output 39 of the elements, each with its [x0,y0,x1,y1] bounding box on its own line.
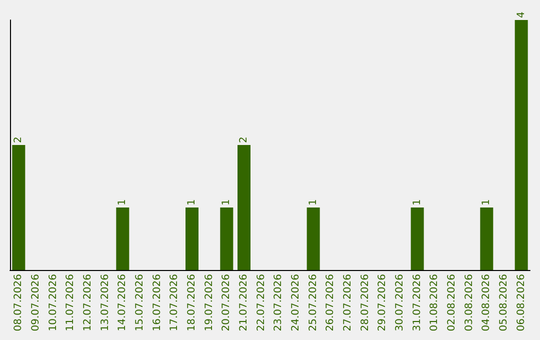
x-tick-label: 26.07.2026 [325,274,336,332]
x-tick-label: 25.07.2026 [308,274,319,332]
x-tick-label: 03.08.2026 [464,274,475,332]
x-tick-label: 23.07.2026 [273,274,284,332]
x-tick-label: 10.07.2026 [48,274,59,332]
x-tick-label: 02.08.2026 [446,274,458,332]
x-tick-label: 31.07.2026 [412,274,423,332]
x-tick-label: 28.07.2026 [360,274,371,332]
x-tick-label: 22.07.2026 [256,274,267,332]
x-tick-label: 06.08.2026 [516,274,527,332]
x-tick-label: 04.08.2026 [481,274,492,332]
data-label: 1 [186,199,198,206]
x-tick-label: 15.07.2026 [134,274,146,332]
x-tick-label: 13.07.2026 [100,274,111,332]
x-tick-label: 12.07.2026 [82,274,94,332]
x-tick-label: 18.07.2026 [186,274,198,332]
data-label: 1 [221,199,232,206]
data-label: 1 [308,199,319,206]
x-tick-label: 17.07.2026 [169,274,180,332]
x-tick-label: 20.07.2026 [221,274,232,332]
data-label: 1 [117,199,128,206]
x-tick-label: 29.07.2026 [377,274,388,332]
x-tick-label: 05.08.2026 [498,274,510,332]
x-tick-label: 24.07.2026 [290,274,302,332]
x-tick-label: 16.07.2026 [152,274,163,332]
data-label: 1 [412,199,423,206]
data-label: 1 [481,199,492,206]
x-tick-label: 01.08.2026 [429,274,440,332]
data-label: 2 [238,136,250,143]
x-tick-label: 27.07.2026 [342,274,354,332]
x-tick-label: 19.07.2026 [204,274,215,332]
x-tick-label: 08.07.2026 [13,274,24,332]
x-tick-label: 14.07.2026 [117,274,128,332]
data-label: 2 [13,136,24,143]
x-tick-label: 21.07.2026 [238,274,250,332]
data-label: 4 [516,12,527,18]
x-tick-label: 30.07.2026 [394,274,406,332]
x-tick-label: 09.07.2026 [30,274,42,332]
x-tick-label: 11.07.2026 [65,274,76,332]
